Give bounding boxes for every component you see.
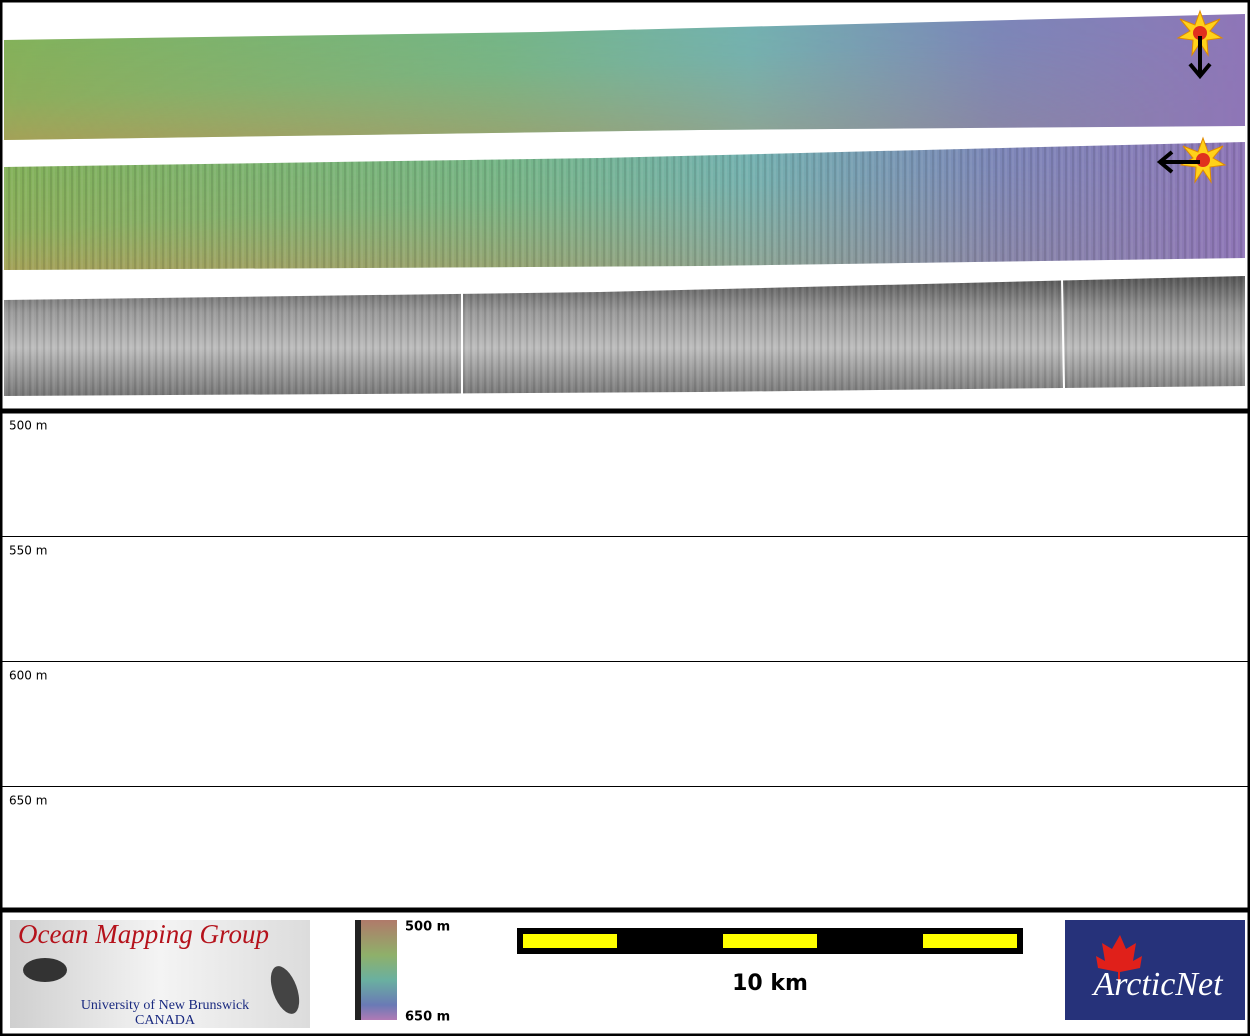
logo-title: Ocean Mapping Group — [18, 919, 269, 949]
depth-label: 600 m — [9, 669, 47, 683]
arcticnet-text: ArcticNet — [1091, 966, 1224, 1003]
depth-label: 650 m — [9, 794, 47, 808]
logo-art — [270, 966, 300, 1014]
colorbar-edge — [355, 920, 361, 1020]
swath-panel — [4, 9, 1245, 396]
depth-label: 500 m — [9, 419, 47, 433]
swath-texture — [4, 142, 1245, 270]
scale-segment — [523, 934, 617, 948]
scale-label: 10 km — [732, 971, 808, 996]
maple-leaf — [1096, 935, 1142, 982]
logo-country: CANADA — [135, 1013, 196, 1028]
logo-university: University of New Brunswick — [81, 998, 249, 1013]
gap — [1061, 277, 1065, 389]
swath-shade — [4, 14, 1245, 140]
light-arrow-head — [1188, 62, 1212, 80]
colorbar-label: 500 m — [405, 920, 450, 935]
arcticnet-logo — [1065, 920, 1245, 1020]
light-arrow-head — [1156, 150, 1174, 174]
profile-panel: 500 m 550 m 600 m 650 m — [0, 419, 1250, 808]
footer: Ocean Mapping Group University of New Br… — [10, 919, 1245, 1028]
scale-segment — [723, 934, 817, 948]
logo-art — [23, 958, 67, 982]
depth-label: 550 m — [9, 544, 47, 558]
colorbar — [355, 920, 397, 1020]
scale-segment — [923, 934, 1017, 948]
swath-texture — [4, 276, 1245, 396]
colorbar-label: 650 m — [405, 1010, 450, 1025]
